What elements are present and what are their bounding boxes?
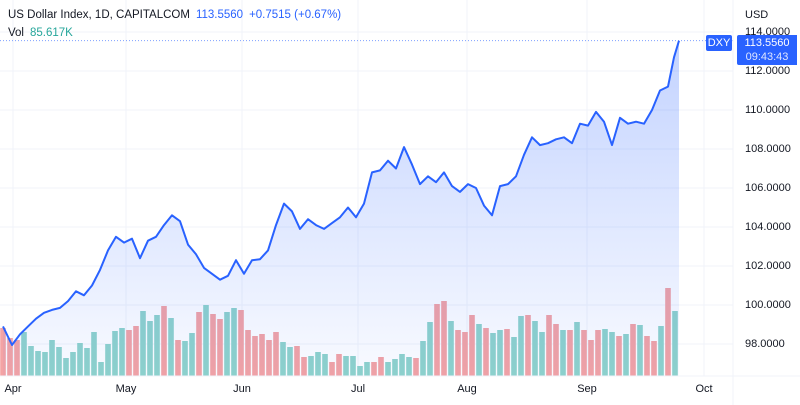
legend-title: US Dollar Index, 1D, CAPITALCOM [8,9,190,21]
legend-change: +0.7515 (+0.67%) [249,9,342,21]
time-tick-label: Apr [4,383,22,395]
price-tick-label: 112.0000 [745,65,791,77]
legend-volume-label: Vol [8,27,24,39]
bar-countdown: 09:43:43 [745,51,789,63]
price-tick-label: 108.0000 [745,143,791,155]
time-tick-label: May [115,383,137,395]
last-price-tag: 113.5560 09:43:43 [737,35,797,65]
legend-last-price: 113.5560 [195,9,244,21]
time-tick-label: Aug [457,383,477,395]
symbol-tag: DXY [706,35,732,51]
price-tick-label: 102.0000 [745,260,791,272]
time-tick-label: Jul [350,383,366,395]
last-price-value: 113.5560 [744,37,790,49]
price-tick-label: 106.0000 [745,182,791,194]
time-tick-label: Jun [233,383,251,395]
price-line [2,40,680,346]
price-tick-label: 110.0000 [745,104,791,116]
price-tick-label: 100.0000 [745,299,791,311]
legend-volume-row: Vol 85.617K [8,24,341,42]
time-tick-label: Sep [577,383,597,395]
price-area-fill [3,40,679,376]
currency-label: USD [745,9,769,21]
chart-legend: US Dollar Index, 1D, CAPITALCOM 113.5560 +… [8,6,341,42]
price-tick-label: 104.0000 [745,221,791,233]
legend-main-row: US Dollar Index, 1D, CAPITALCOM 113.5560 +… [8,6,341,24]
legend-volume-value: 85.617K [30,27,73,39]
price-tick-label: 98.0000 [745,338,785,350]
time-tick-label: Oct [695,383,713,395]
